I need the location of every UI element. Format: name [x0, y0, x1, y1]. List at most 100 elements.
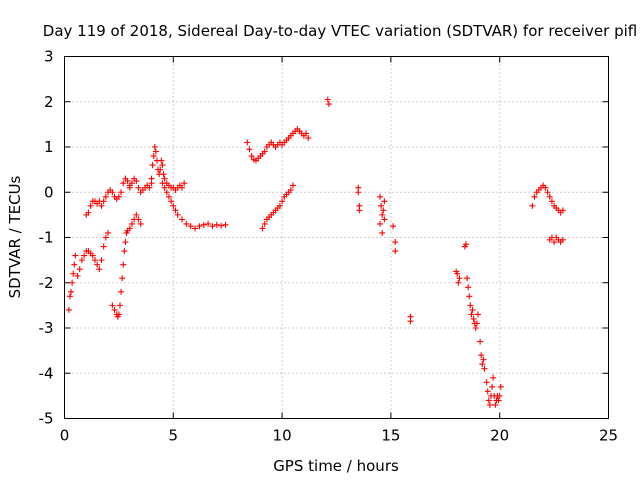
data-point: [464, 275, 471, 282]
data-point: [466, 293, 473, 300]
data-point: [473, 320, 480, 327]
data-point: [122, 239, 129, 246]
data-point: [496, 392, 503, 399]
data-point: [192, 225, 199, 232]
data-point: [495, 397, 502, 404]
data-point: [94, 261, 101, 268]
data-point: [470, 315, 477, 322]
data-point: [544, 189, 551, 196]
data-point: [96, 266, 103, 273]
x-tick-label: 25: [599, 427, 618, 445]
data-point: [456, 275, 463, 282]
y-axis-ticks: -5 -4 -3 -2 -1 0 1 2 3: [39, 48, 609, 428]
data-point: [484, 388, 491, 395]
x-axis-label: GPS time / hours: [273, 457, 399, 475]
data-point: [474, 311, 481, 318]
data-point: [289, 182, 296, 189]
y-tick-label: -5: [39, 410, 54, 428]
data-point: [179, 184, 186, 191]
data-point: [74, 272, 81, 279]
data-point: [152, 148, 159, 155]
data-point: [187, 223, 194, 230]
data-point: [490, 374, 497, 381]
y-tick-label: 0: [44, 183, 54, 201]
data-point: [529, 202, 536, 209]
data-point: [126, 225, 133, 232]
data-point: [324, 96, 331, 103]
data-point: [469, 306, 476, 313]
data-point: [551, 239, 558, 246]
data-point: [160, 171, 167, 178]
data-point: [72, 252, 79, 259]
data-point: [181, 180, 188, 187]
data-point: [71, 261, 78, 268]
data-point: [128, 180, 135, 187]
data-point: [248, 153, 255, 160]
data-point: [157, 166, 164, 173]
data-point: [377, 193, 384, 200]
data-point: [392, 248, 399, 255]
data-point: [467, 302, 474, 309]
y-tick-label: -3: [39, 319, 54, 337]
x-tick-label: 15: [381, 427, 400, 445]
data-point: [222, 221, 229, 228]
data-point: [478, 352, 485, 359]
data-point: [69, 279, 76, 286]
x-tick-label: 5: [169, 427, 179, 445]
data-point: [377, 220, 384, 227]
data-point: [133, 211, 140, 218]
data-point: [472, 325, 479, 331]
data-point: [381, 216, 388, 223]
data-point: [124, 177, 131, 184]
data-point: [76, 266, 83, 273]
data-point: [81, 252, 88, 259]
chart-title: Day 119 of 2018, Sidereal Day-to-day VTE…: [43, 22, 637, 40]
data-point: [355, 189, 362, 196]
data-point: [205, 220, 212, 227]
data-point: [287, 186, 294, 193]
data-point: [98, 202, 105, 209]
data-point: [559, 207, 566, 214]
data-point: [159, 180, 166, 187]
data-point: [200, 221, 207, 228]
data-point: [126, 184, 133, 191]
data-point: [244, 139, 251, 146]
data-point: [85, 209, 92, 216]
data-point: [486, 401, 493, 408]
data-points: [65, 96, 566, 408]
data-point: [151, 144, 158, 150]
data-point: [481, 365, 488, 372]
data-point: [118, 189, 125, 196]
data-point: [480, 356, 487, 363]
data-point: [158, 157, 165, 164]
data-point: [325, 101, 332, 108]
data-point: [379, 229, 386, 236]
y-tick-label: -1: [39, 229, 54, 247]
grid-lines: [64, 56, 609, 419]
data-point: [174, 211, 181, 218]
data-point: [477, 338, 484, 345]
y-tick-label: 1: [44, 138, 54, 156]
data-point: [165, 193, 172, 200]
x-axis-ticks: 0 5 10 15 20 25: [60, 56, 618, 445]
data-point: [68, 288, 75, 295]
data-point: [218, 222, 225, 229]
data-point: [115, 193, 122, 200]
data-point: [559, 236, 566, 243]
data-point: [485, 397, 492, 404]
data-point: [305, 134, 312, 141]
data-point: [149, 162, 156, 169]
y-axis-label: SDTVAR / TECUs: [6, 175, 24, 298]
data-point: [303, 130, 310, 137]
y-tick-label: -4: [39, 364, 54, 382]
data-point: [161, 175, 168, 182]
data-point: [146, 184, 153, 191]
data-point: [128, 220, 135, 227]
data-point: [356, 207, 363, 214]
data-point: [465, 284, 472, 291]
data-point: [100, 243, 107, 250]
data-point: [179, 216, 186, 223]
data-point: [170, 202, 177, 209]
data-point: [407, 318, 414, 325]
